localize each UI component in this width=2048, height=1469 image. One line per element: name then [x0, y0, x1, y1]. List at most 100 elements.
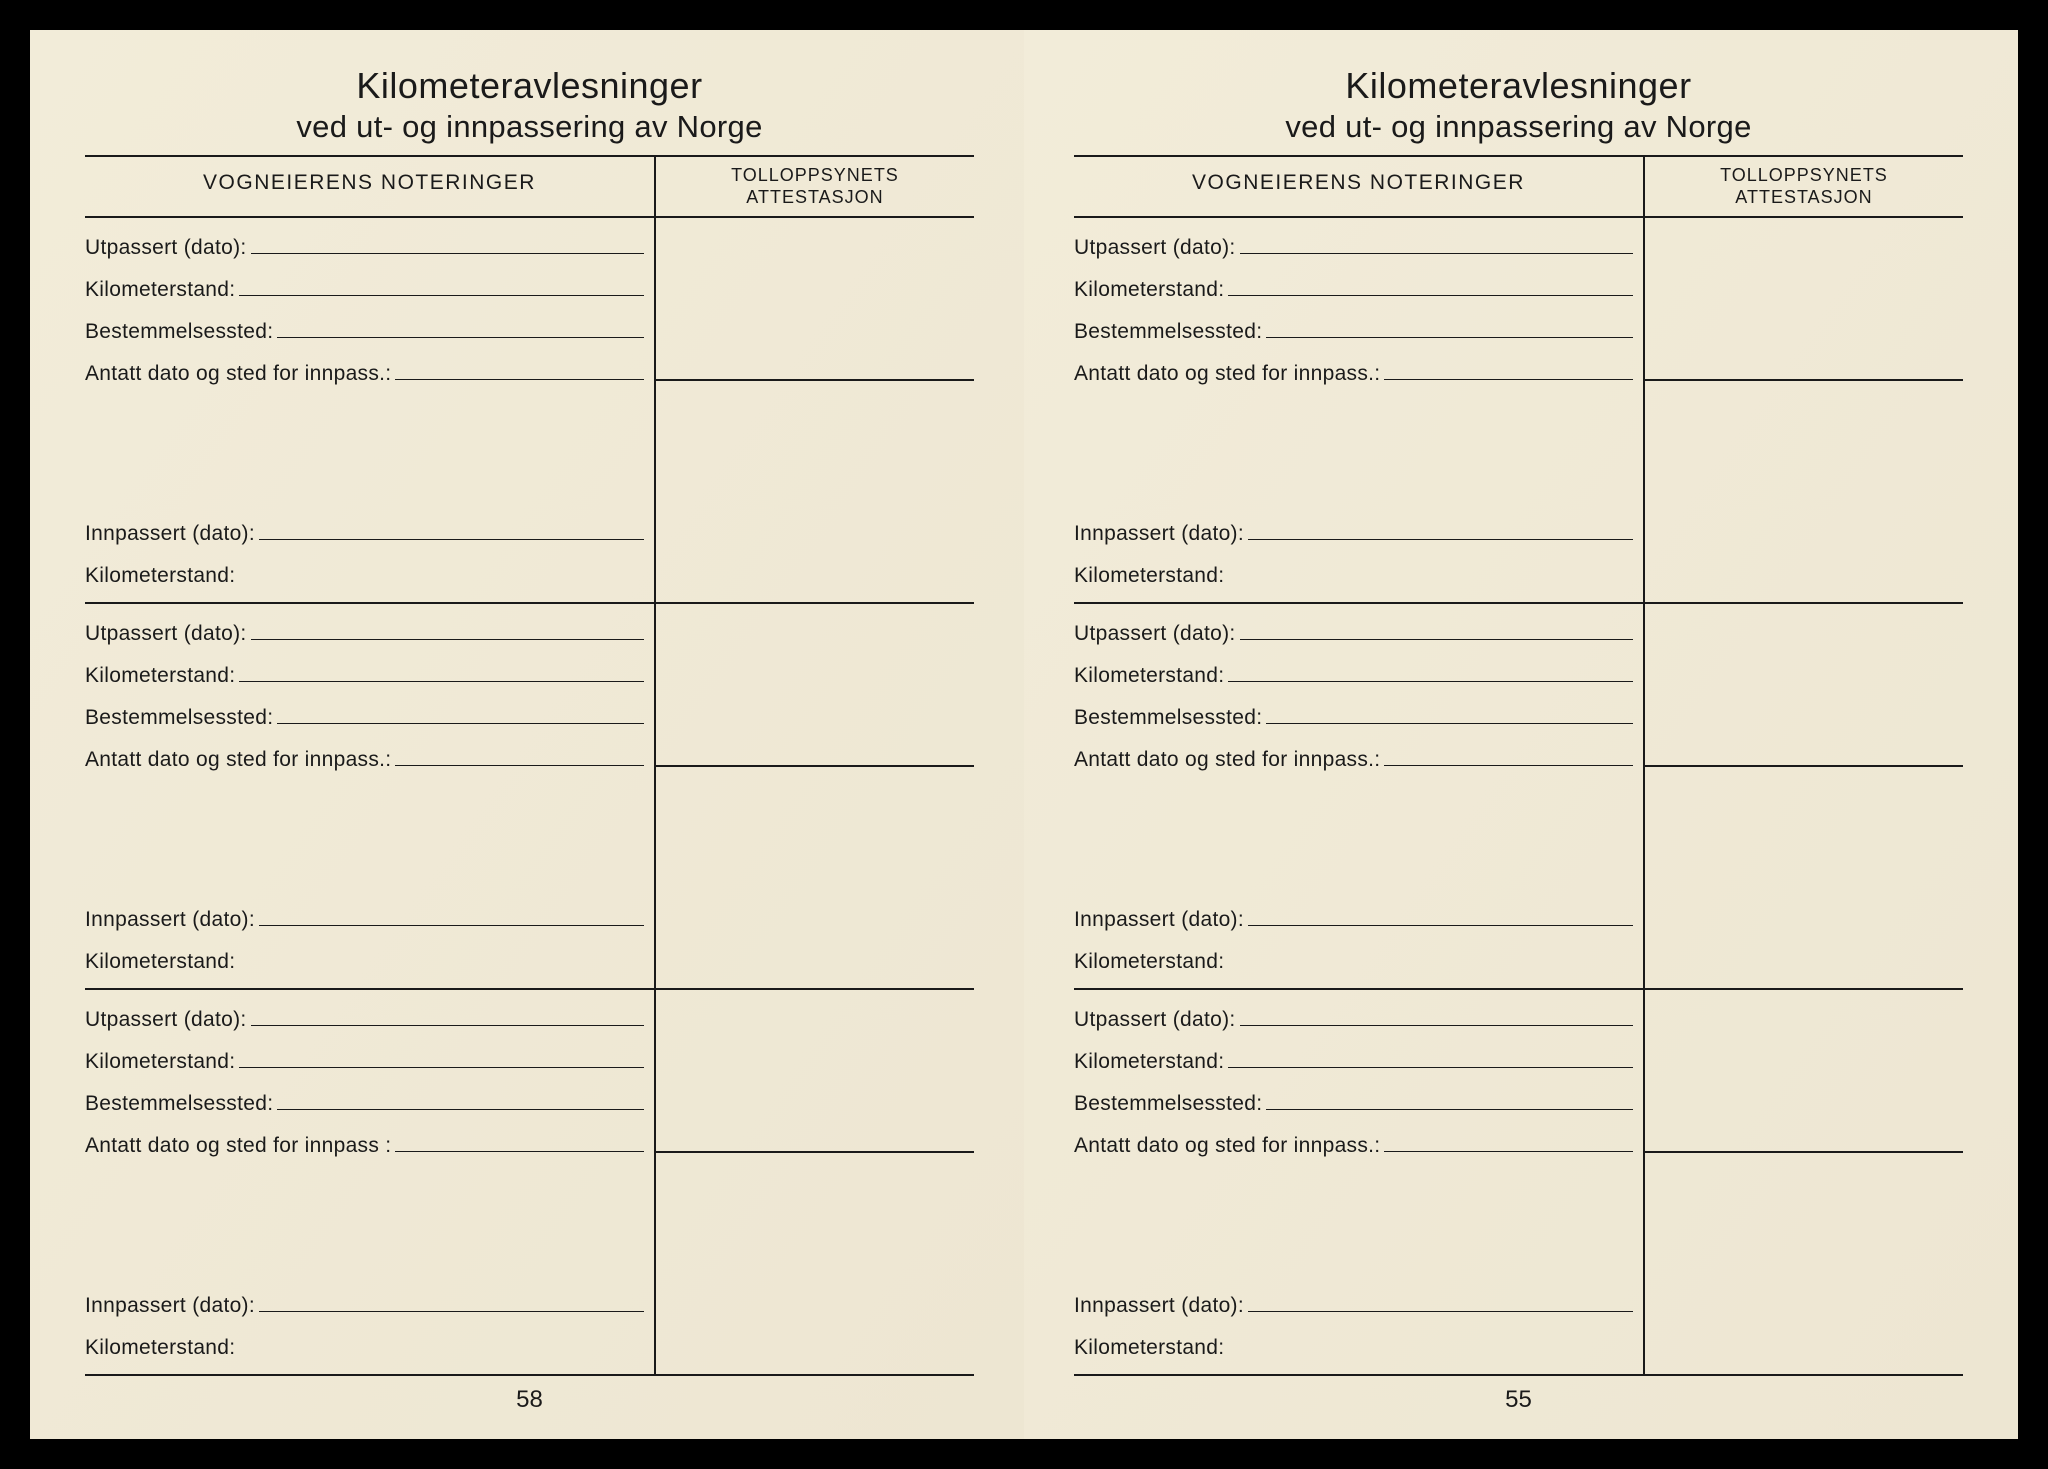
field-kilometerstand: Kilometerstand: [85, 278, 239, 302]
form-section: Utpassert (dato): Kilometerstand: Bestem… [85, 990, 974, 1376]
form-section: Utpassert (dato): Kilometerstand: Bestem… [85, 604, 974, 990]
field-utpassert: Utpassert (dato): [85, 622, 251, 646]
field-bestemmelsessted: Bestemmelsessted: [1074, 1092, 1266, 1116]
field-kilometerstand2: Kilometerstand: [85, 1336, 239, 1360]
field-row: Kilometerstand: [85, 278, 644, 302]
field-kilometerstand2: Kilometerstand: [1074, 564, 1228, 588]
right-page: Kilometeravlesninger ved ut- og innpasse… [1024, 30, 2018, 1439]
field-antatt: Antatt dato og sted for innpass.: [1074, 748, 1384, 772]
field-innpassert: Innpassert (dato): [85, 1294, 259, 1318]
field-innpassert: Innpassert (dato): [85, 908, 259, 932]
fill-line [395, 1151, 644, 1152]
form-section: Utpassert (dato): Kilometerstand: Bestem… [1074, 604, 1963, 990]
field-antatt: Antatt dato og sted for innpass.: [1074, 362, 1384, 386]
fill-line [395, 379, 644, 380]
field-row: Utpassert (dato): [85, 236, 644, 260]
form-section: Utpassert (dato): Kilometerstand: Bestem… [1074, 990, 1963, 1376]
page-subtitle: ved ut- og innpassering av Norge [1074, 109, 1963, 145]
header-customs-line2: ATTESTASJON [1645, 187, 1963, 209]
form-section: Utpassert (dato): Kilometerstand: Bestem… [1074, 218, 1963, 604]
attestation-divider [1645, 379, 1963, 381]
field-row: Innpassert (dato): [1074, 1294, 1633, 1318]
field-row: Kilometerstand: [85, 950, 644, 974]
field-row: Kilometerstand: [1074, 1050, 1633, 1074]
fill-line [259, 539, 644, 540]
fill-line [277, 723, 644, 724]
attestation-box [654, 990, 974, 1374]
field-utpassert: Utpassert (dato): [1074, 1008, 1240, 1032]
field-bestemmelsessted: Bestemmelsessted: [85, 706, 277, 730]
field-bestemmelsessted: Bestemmelsessted: [85, 320, 277, 344]
attestation-divider [1645, 765, 1963, 767]
form-sections: Utpassert (dato): Kilometerstand: Bestem… [85, 218, 974, 1376]
fill-line [1228, 295, 1633, 296]
fill-line [251, 253, 644, 254]
header-customs-line2: ATTESTASJON [656, 187, 974, 209]
field-row: Antatt dato og sted for innpass.: [85, 362, 644, 386]
fill-line [1248, 925, 1633, 926]
field-utpassert: Utpassert (dato): [85, 1008, 251, 1032]
field-row: Utpassert (dato): [1074, 1008, 1633, 1032]
header-owner-notes: VOGNEIERENS NOTERINGER [1074, 157, 1643, 216]
section-fields: Utpassert (dato): Kilometerstand: Bestem… [1074, 218, 1643, 602]
page-title: Kilometeravlesninger [85, 65, 974, 107]
field-row: Innpassert (dato): [85, 522, 644, 546]
field-row: Innpassert (dato): [1074, 522, 1633, 546]
field-row: Innpassert (dato): [85, 1294, 644, 1318]
attestation-box [1643, 990, 1963, 1374]
field-utpassert: Utpassert (dato): [1074, 236, 1240, 260]
field-row: Bestemmelsessted: [1074, 1092, 1633, 1116]
field-row: Innpassert (dato): [1074, 908, 1633, 932]
field-bestemmelsessted: Bestemmelsessted: [1074, 320, 1266, 344]
page-number-right: 55 [1074, 1386, 1963, 1414]
fill-line [1266, 723, 1633, 724]
field-row: Antatt dato og sted for innpass.: [1074, 362, 1633, 386]
field-row: Kilometerstand: [85, 1336, 644, 1360]
page-number-left: 58 [85, 1386, 974, 1414]
section-fields: Utpassert (dato): Kilometerstand: Bestem… [85, 604, 654, 988]
field-bestemmelsessted: Bestemmelsessted: [85, 1092, 277, 1116]
field-row: Kilometerstand: [1074, 564, 1633, 588]
attestation-box [1643, 604, 1963, 988]
attestation-box [654, 218, 974, 602]
field-kilometerstand: Kilometerstand: [1074, 664, 1228, 688]
field-row: Kilometerstand: [1074, 1336, 1633, 1360]
fill-line [1240, 1025, 1633, 1026]
fill-line [1248, 1311, 1633, 1312]
field-row: Kilometerstand: [1074, 664, 1633, 688]
field-kilometerstand: Kilometerstand: [85, 1050, 239, 1074]
attestation-box [654, 604, 974, 988]
field-row: Bestemmelsessted: [85, 1092, 644, 1116]
field-row: Kilometerstand: [85, 1050, 644, 1074]
fill-line [277, 337, 644, 338]
fill-line [1228, 1067, 1633, 1068]
section-fields: Utpassert (dato): Kilometerstand: Bestem… [1074, 604, 1643, 988]
fill-line [1240, 253, 1633, 254]
field-row: Bestemmelsessted: [85, 706, 644, 730]
field-antatt: Antatt dato og sted for innpass.: [85, 748, 395, 772]
field-kilometerstand: Kilometerstand: [85, 664, 239, 688]
section-fields: Utpassert (dato): Kilometerstand: Bestem… [85, 218, 654, 602]
field-utpassert: Utpassert (dato): [1074, 622, 1240, 646]
field-row: Kilometerstand: [1074, 278, 1633, 302]
field-row: Bestemmelsessted: [85, 320, 644, 344]
field-row: Antatt dato og sted for innpass.: [85, 748, 644, 772]
left-page: Kilometeravlesninger ved ut- og innpasse… [30, 30, 1024, 1439]
field-row: Kilometerstand: [85, 564, 644, 588]
field-row: Innpassert (dato): [85, 908, 644, 932]
header-owner-notes: VOGNEIERENS NOTERINGER [85, 157, 654, 216]
field-row: Kilometerstand: [85, 664, 644, 688]
field-row: Antatt dato og sted for innpass.: [1074, 1134, 1633, 1158]
field-innpassert: Innpassert (dato): [1074, 908, 1248, 932]
fill-line [1266, 1109, 1633, 1110]
document-spread: Kilometeravlesninger ved ut- og innpasse… [30, 30, 2018, 1439]
field-row: Bestemmelsessted: [1074, 320, 1633, 344]
form-sections: Utpassert (dato): Kilometerstand: Bestem… [1074, 218, 1963, 1376]
field-row: Antatt dato og sted for innpass.: [1074, 748, 1633, 772]
field-kilometerstand: Kilometerstand: [1074, 278, 1228, 302]
page-title: Kilometeravlesninger [1074, 65, 1963, 107]
field-row: Utpassert (dato): [85, 622, 644, 646]
table-header: VOGNEIERENS NOTERINGER TOLLOPPSYNETS ATT… [1074, 155, 1963, 218]
header-customs-attestation: TOLLOPPSYNETS ATTESTASJON [654, 157, 974, 216]
fill-line [1240, 639, 1633, 640]
